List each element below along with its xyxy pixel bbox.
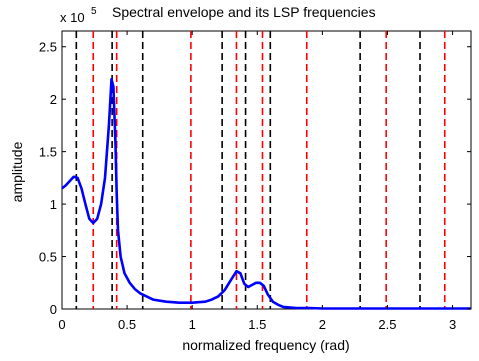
x-tick-label-2: 0.5: [118, 317, 136, 332]
y-tick-label-1: 0: [50, 302, 57, 317]
y-tick-label-4: 1.5: [39, 145, 57, 160]
x-tick-label-1: 0: [58, 317, 65, 332]
chart-title: Spectral envelope and its LSP frequencie…: [112, 4, 376, 20]
y-tick-label-5: 2: [50, 92, 57, 107]
y-multiplier-label: x 10: [60, 10, 85, 25]
plot-area: [61, 30, 472, 310]
y-multiplier-exponent: 5: [91, 6, 97, 17]
y-tick-label-6: 2.5: [39, 40, 57, 55]
spectral-envelope-line: [61, 78, 471, 310]
x-tick-label-3: 1: [189, 317, 196, 332]
x-tick-label-6: 2.5: [378, 317, 396, 332]
x-axis-label: normalized frequency (rad): [182, 337, 349, 353]
y-tick-label-2: 0.5: [39, 250, 57, 265]
x-tick-label-5: 2: [319, 317, 326, 332]
y-axis-label: amplitude: [9, 141, 25, 202]
x-tick-label-4: 1.5: [248, 317, 266, 332]
x-tick-label-7: 3: [449, 317, 456, 332]
y-tick-label-3: 1: [50, 197, 57, 212]
